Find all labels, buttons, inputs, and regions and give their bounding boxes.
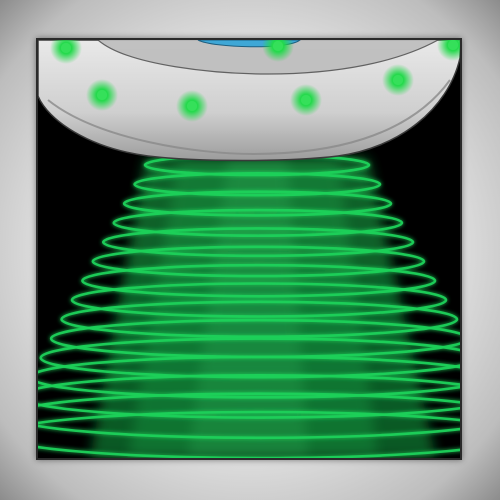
beam-ring	[81, 263, 437, 298]
beam-ring	[122, 190, 393, 217]
beam-ring	[101, 227, 415, 258]
ufo-light	[393, 75, 403, 85]
beam-ring	[38, 355, 460, 399]
beam-ring	[39, 337, 460, 379]
ufo-saucer	[38, 40, 460, 162]
tractor-beam	[38, 153, 460, 458]
ufo-light	[301, 95, 311, 105]
beam-ring	[60, 300, 459, 339]
ufo-light	[97, 90, 107, 100]
beam-ring	[133, 172, 382, 197]
ufo-light	[448, 40, 458, 50]
image-canvas	[38, 40, 460, 458]
ufo-light	[61, 43, 71, 53]
beam-ring	[38, 373, 460, 419]
ufo-light	[273, 41, 283, 51]
beam-ring	[38, 410, 460, 458]
beam-ring	[91, 245, 426, 278]
beam-ring	[70, 282, 448, 318]
beam-ring	[112, 208, 404, 237]
ufo-light	[187, 101, 197, 111]
beam-ring	[38, 392, 460, 440]
ufo-illustration	[38, 40, 460, 458]
